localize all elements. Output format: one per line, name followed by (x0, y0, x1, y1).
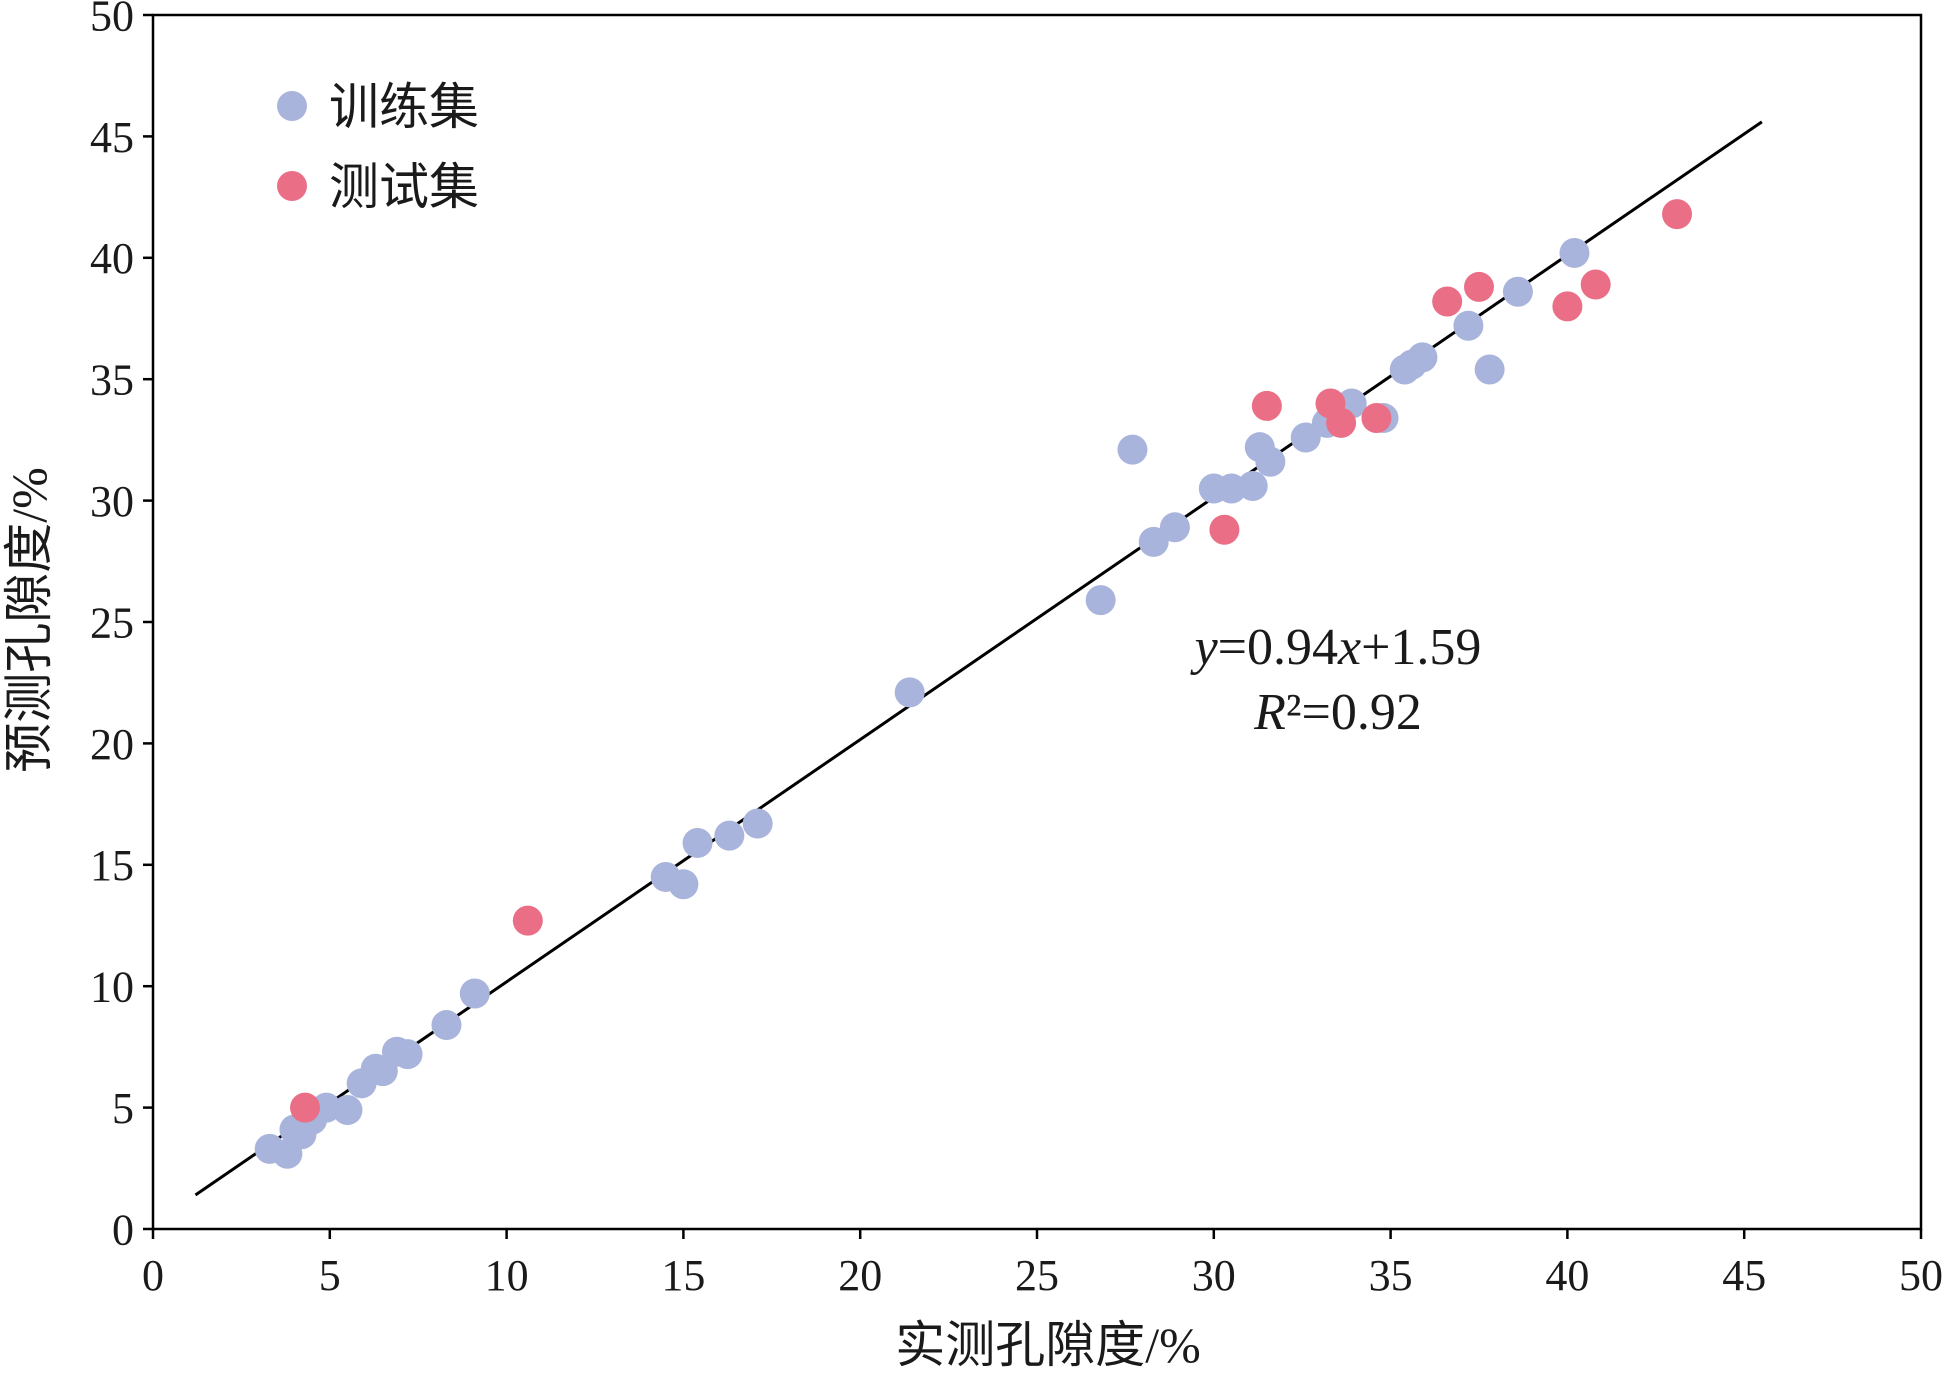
train-point (714, 820, 745, 851)
train-point (1085, 585, 1116, 616)
train-point (682, 827, 713, 858)
train-point (1474, 354, 1505, 385)
test-point (1251, 390, 1282, 421)
train-point (1237, 471, 1268, 502)
regression-equation: y=0.94x+1.59 (1190, 619, 1482, 676)
y-tick-label: 30 (90, 477, 134, 526)
train-point (1138, 526, 1169, 557)
data-points (254, 199, 1693, 1169)
test-point (1662, 199, 1693, 230)
train-point (431, 1010, 462, 1041)
x-tick-label: 15 (661, 1251, 705, 1300)
legend: 训练集 测试集 (277, 79, 479, 215)
train-point (1559, 237, 1590, 268)
y-tick-label: 40 (90, 234, 134, 283)
train-point (668, 869, 699, 900)
test-point (1580, 269, 1611, 300)
x-tick-label: 20 (838, 1251, 882, 1300)
test-point (1552, 291, 1583, 322)
x-tick-label: 40 (1545, 1251, 1589, 1300)
y-tick-label: 0 (112, 1205, 134, 1254)
y-axis-title: 预测孔隙度/% (1, 467, 57, 773)
x-tick-label: 0 (142, 1251, 164, 1300)
y-tick-label: 5 (112, 1084, 134, 1133)
x-tick-label: 25 (1015, 1251, 1059, 1300)
train-point (1453, 310, 1484, 341)
train-point (742, 808, 773, 839)
train-point (894, 677, 925, 708)
axis-ticks: 0 5 10 15 20 25 30 35 40 45 50 0 5 10 15 20 25 30 35 40 45 50 (90, 0, 1943, 1300)
legend-marker-test (277, 171, 307, 201)
legend-label-train: 训练集 (329, 79, 479, 135)
legend-marker-train (277, 91, 307, 121)
x-axis-title: 实测孔隙度/% (895, 1317, 1201, 1373)
x-tick-label: 30 (1192, 1251, 1236, 1300)
test-point (1209, 514, 1240, 545)
y-tick-label: 15 (90, 841, 134, 890)
test-point (1326, 407, 1357, 438)
test-point (512, 905, 543, 936)
train-point (332, 1095, 363, 1126)
test-point (1464, 271, 1494, 302)
test-point (290, 1092, 321, 1123)
train-point (1159, 512, 1190, 543)
test-point (1432, 286, 1463, 317)
y-tick-label: 10 (90, 963, 134, 1012)
x-tick-label: 10 (485, 1251, 529, 1300)
train-point (1290, 422, 1321, 453)
y-tick-label: 25 (90, 598, 134, 647)
r-squared-label: R²=0.92 (1253, 684, 1422, 741)
x-tick-label: 45 (1722, 1251, 1766, 1300)
train-point (459, 978, 490, 1009)
x-tick-label: 5 (319, 1251, 341, 1300)
train-point (1117, 434, 1148, 465)
x-tick-label: 50 (1899, 1251, 1943, 1300)
y-tick-label: 45 (90, 113, 134, 162)
legend-label-test: 测试集 (329, 159, 479, 215)
train-point (1255, 446, 1286, 477)
test-point (1361, 403, 1392, 434)
y-tick-label: 20 (90, 720, 134, 769)
y-tick-label: 35 (90, 356, 134, 405)
x-tick-label: 35 (1369, 1251, 1413, 1300)
train-point (1502, 276, 1533, 307)
train-point (1407, 342, 1438, 373)
train-point (392, 1039, 423, 1070)
y-tick-label: 50 (90, 0, 134, 40)
